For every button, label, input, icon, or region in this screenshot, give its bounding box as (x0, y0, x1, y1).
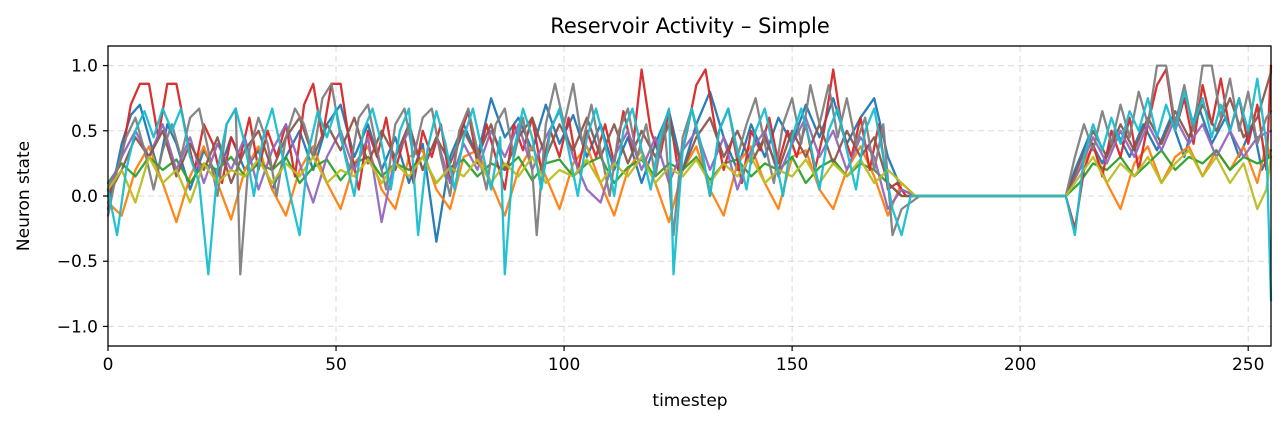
y-tick-label: 0.5 (71, 122, 98, 142)
y-tick-label: 0.0 (71, 187, 98, 207)
series-line-9 (106, 77, 1273, 302)
x-tick-label: 100 (548, 355, 580, 375)
y-tick-label: 1.0 (71, 57, 98, 77)
y-axis-label: Neuron state (14, 141, 34, 251)
x-tick-label: 200 (1004, 355, 1036, 375)
grid-lines (107, 46, 1271, 346)
y-tick-label: −1.0 (57, 317, 98, 337)
series-lines (106, 64, 1273, 302)
series-line-8 (106, 149, 1273, 211)
x-axis-label: timestep (652, 391, 727, 411)
y-axis: −1.0 −0.5 0.0 0.5 1.0 (57, 57, 108, 337)
series-line-2 (106, 142, 1273, 224)
x-tick-label: 250 (1232, 355, 1264, 375)
x-axis: 0 50 100 150 200 250 (103, 346, 1264, 375)
x-tick-label: 150 (776, 355, 808, 375)
x-tick-label: 0 (103, 355, 114, 375)
series-line-7 (106, 64, 1273, 276)
chart-title: Reservoir Activity – Simple (550, 14, 830, 38)
x-tick-label: 50 (325, 355, 347, 375)
y-tick-label: −0.5 (57, 252, 98, 272)
